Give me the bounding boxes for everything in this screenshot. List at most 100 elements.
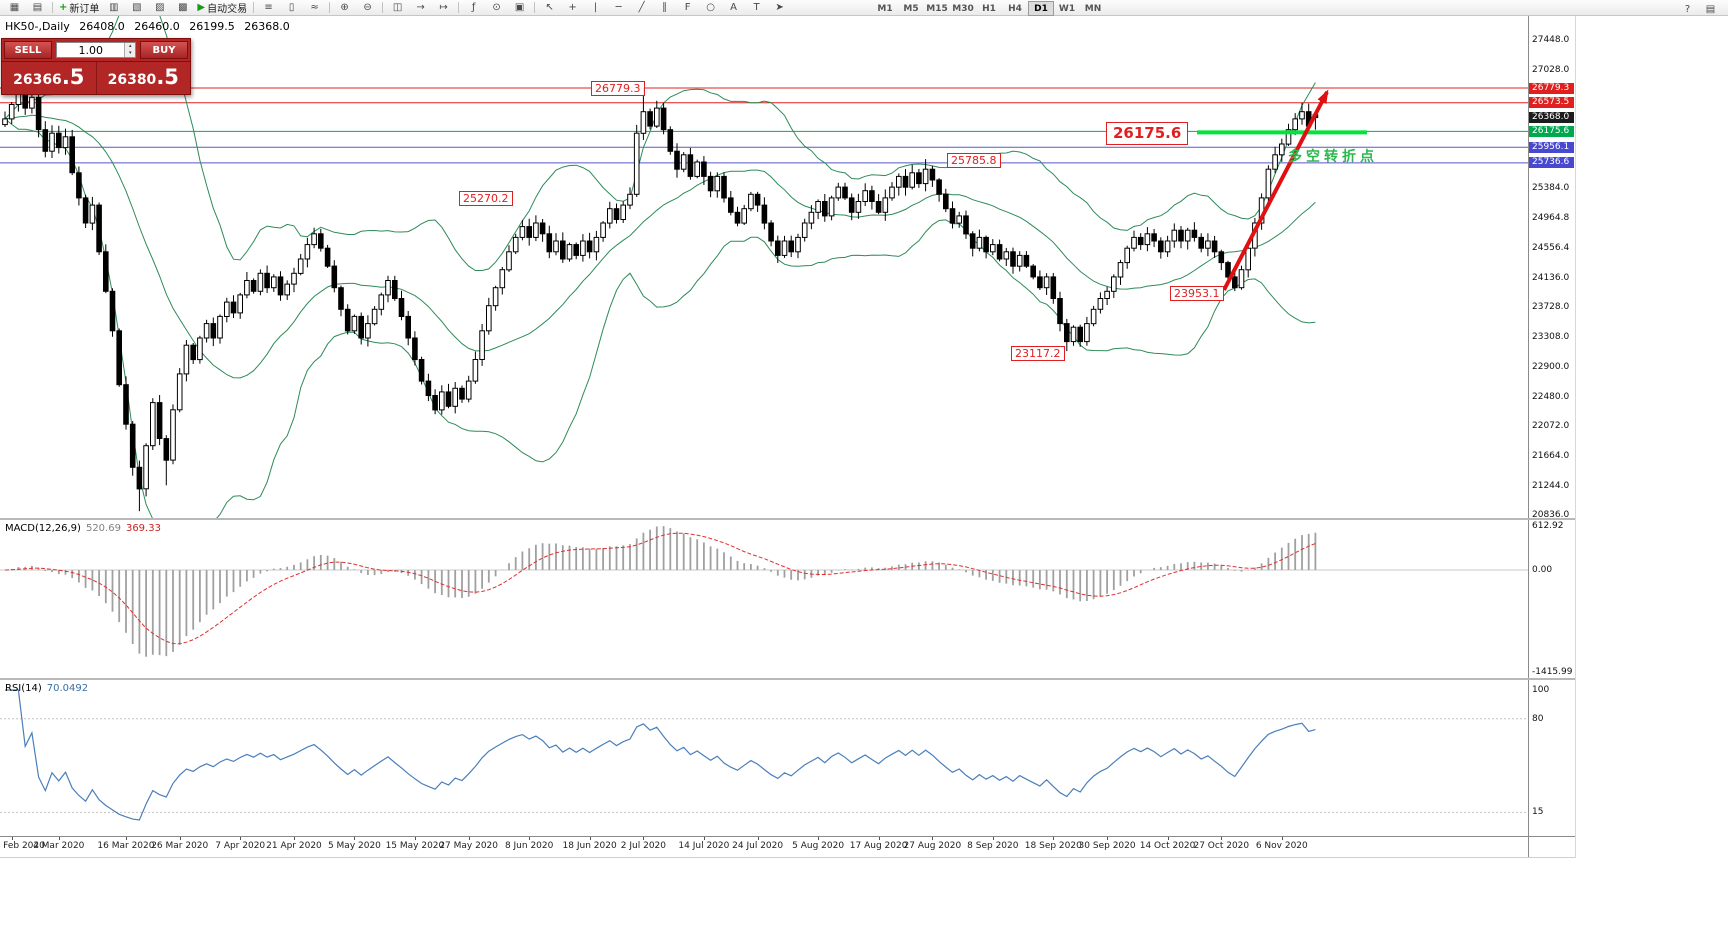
price-callout[interactable]: 26175.6 xyxy=(1106,122,1189,145)
candle-body xyxy=(835,186,842,199)
time-axis-tick xyxy=(354,837,356,840)
new-order-button[interactable]: + 新订单 xyxy=(56,0,102,16)
zoom-in-icon[interactable]: ⊕ xyxy=(340,2,349,13)
buy-button[interactable]: BUY xyxy=(140,41,188,59)
candle-body xyxy=(8,104,15,120)
sell-button[interactable]: SELL xyxy=(4,41,52,59)
panel-splitter-macd[interactable] xyxy=(0,518,1575,520)
candle-body xyxy=(29,96,35,109)
timeframe-w1[interactable]: W1 xyxy=(1058,3,1076,14)
candlestick-chart-icon[interactable]: ▯ xyxy=(288,2,295,13)
fibonacci-icon[interactable]: F xyxy=(684,2,691,13)
workspace-icon[interactable]: ▤ xyxy=(1705,3,1716,15)
time-axis-label: Feb 2020 xyxy=(3,841,45,851)
candle-body xyxy=(203,323,210,339)
vertical-line-icon[interactable]: | xyxy=(593,2,598,13)
candle-body xyxy=(842,186,848,199)
volume-up-button[interactable]: ▴ xyxy=(125,43,135,50)
candle-body xyxy=(418,359,425,382)
bar-chart-icon[interactable]: ≡ xyxy=(264,2,273,13)
trend-arrow[interactable] xyxy=(1222,89,1329,291)
candle-body xyxy=(1037,276,1043,289)
timeframe-mn[interactable]: MN xyxy=(1084,3,1102,14)
chart-profiles-icon[interactable]: ▤ xyxy=(32,2,43,13)
price-callout[interactable]: 25270.2 xyxy=(459,191,513,206)
horizontal-line-icon[interactable]: ─ xyxy=(615,2,622,13)
timeframe-m5[interactable]: M5 xyxy=(903,3,919,14)
candle-body xyxy=(405,315,411,339)
price-callout[interactable]: 26779.3 xyxy=(591,81,645,96)
candle-body xyxy=(889,186,895,199)
price-callout[interactable]: 23117.2 xyxy=(1011,346,1065,361)
time-axis-tick xyxy=(992,837,994,840)
macd-panel[interactable] xyxy=(0,526,1528,657)
timeframe-m1[interactable]: M1 xyxy=(877,3,893,14)
candle-body xyxy=(936,179,942,195)
timeframe-m30[interactable]: M30 xyxy=(952,3,974,14)
toolbar-buttons: ▦ ▤ + 新订单 ▥ ▧ ▨ ▩ ▶ 自动交易 ≡ ▯ ≈ ⊕ ⊖ ◫ → ↦ ƒ ⊙ ▣ ↖ + | ─ ╱ ∥ F ○ A T ➤ xyxy=(3,0,791,16)
buy-price-display[interactable]: 26380.5 xyxy=(97,62,191,94)
price-axis-label: 24964.8 xyxy=(1532,213,1570,224)
sell-price-display[interactable]: 26366.5 xyxy=(2,62,97,94)
turning-point-note[interactable]: 多空转折点 xyxy=(1288,149,1378,165)
auto-scroll-icon[interactable]: → xyxy=(416,2,425,13)
price-tag: 26779.3 xyxy=(1529,82,1574,94)
autotrading-button[interactable]: ▶ 自动交易 xyxy=(194,0,250,16)
candle-body xyxy=(1077,326,1084,343)
tile-windows-icon[interactable]: ◫ xyxy=(392,2,403,13)
candle-body xyxy=(76,172,82,199)
timeframe-h4[interactable]: H4 xyxy=(1008,3,1022,14)
candle-body xyxy=(439,391,445,411)
ellipse-icon[interactable]: ○ xyxy=(706,2,715,13)
candle-body xyxy=(862,190,869,202)
rsi-panel[interactable] xyxy=(0,689,1528,821)
price-axis-border xyxy=(1528,16,1529,857)
text-label-icon[interactable]: T xyxy=(753,2,760,13)
candle-body xyxy=(1272,154,1278,170)
price-callout[interactable]: 23953.1 xyxy=(1170,286,1224,301)
candle-body xyxy=(506,251,512,271)
main-price-panel[interactable] xyxy=(0,0,1528,562)
candle-body xyxy=(1238,269,1245,289)
arrow-objects-icon[interactable]: ➤ xyxy=(775,2,784,13)
time-axis-label: 8 Jun 2020 xyxy=(504,841,554,851)
candle-body xyxy=(654,107,660,127)
help-icon[interactable]: ? xyxy=(1684,3,1691,15)
timeframe-d1[interactable]: D1 xyxy=(1028,1,1054,16)
chart-windows-icon[interactable]: ▥ xyxy=(109,2,119,13)
indicators-icon[interactable]: ƒ xyxy=(471,2,476,13)
terminal-icon[interactable]: ▩ xyxy=(178,2,188,13)
candle-body xyxy=(224,301,230,318)
price-callout[interactable]: 25785.8 xyxy=(947,153,1001,168)
cursor-icon[interactable]: ↖ xyxy=(545,2,554,13)
templates-icon[interactable]: ▣ xyxy=(514,2,525,13)
volume-down-button[interactable]: ▾ xyxy=(125,50,135,57)
toolbar-separator xyxy=(329,2,331,13)
candle-body xyxy=(2,118,8,126)
timeframe-m15[interactable]: M15 xyxy=(926,3,948,14)
channel-icon[interactable]: ∥ xyxy=(662,2,668,13)
time-axis-tick xyxy=(818,837,820,840)
candle-body xyxy=(1090,308,1097,325)
periods-icon[interactable]: ⊙ xyxy=(492,2,501,13)
line-chart-icon[interactable]: ≈ xyxy=(310,2,319,13)
candle-body xyxy=(452,387,458,407)
candle-body xyxy=(633,132,640,195)
zoom-out-icon[interactable]: ⊖ xyxy=(363,2,372,13)
navigator-icon[interactable]: ▨ xyxy=(155,2,165,13)
data-window-icon[interactable]: ▧ xyxy=(132,2,142,13)
trendline-icon[interactable]: ╱ xyxy=(638,2,645,13)
chart-shift-icon[interactable]: ↦ xyxy=(439,2,448,13)
candle-body xyxy=(230,301,237,314)
bollinger-band-line xyxy=(4,118,1316,518)
timeframe-h1[interactable]: H1 xyxy=(982,3,996,14)
new-chart-icon[interactable]: ▦ xyxy=(9,2,20,13)
volume-input[interactable] xyxy=(57,43,125,57)
volume-spinner: ▴ ▾ xyxy=(124,43,135,57)
chart-header: HK50-,Daily 26408.0 26460.0 26199.5 2636… xyxy=(5,20,296,33)
panel-splitter-rsi[interactable] xyxy=(0,678,1575,680)
text-icon[interactable]: A xyxy=(730,2,738,13)
candle-body xyxy=(1171,229,1178,242)
crosshair-icon[interactable]: + xyxy=(568,2,577,13)
